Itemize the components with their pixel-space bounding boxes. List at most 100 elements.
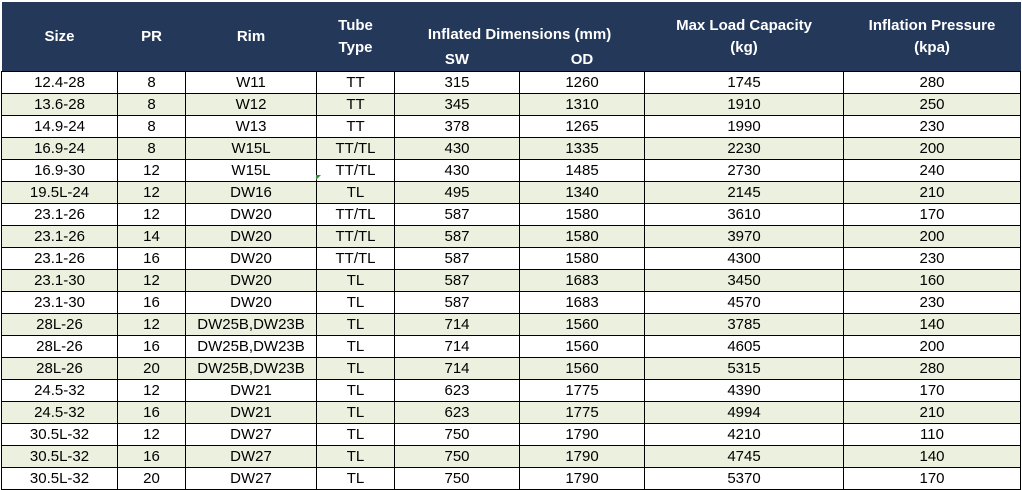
cell-inflation-pressure: 250 [843,93,1022,116]
cell-pr: 12 [117,159,186,182]
cell-pr: 8 [117,93,186,116]
cell-size: 19.5L-24 [1,181,118,204]
table-row: 13.6-28 8 W12 TT 345 1310 1910 250 [1,93,1022,116]
cell-inflation-pressure: 240 [843,159,1022,182]
cell-max-load: 4745 [644,445,845,468]
cell-max-load: 4605 [644,335,845,358]
cell-tube-type: TL [316,467,395,490]
cell-max-load: 2230 [644,137,845,160]
cell-tube-type: TT [316,71,395,94]
cell-rim: DW27 [185,467,317,490]
table-row: 28L-26 12 DW25B,DW23B TL 714 1560 3785 140 [1,313,1022,336]
header-od: OD [519,45,645,72]
cell-pr: 12 [117,269,186,292]
table-row: 24.5-32 16 DW21 TL 623 1775 4994 210 [1,401,1022,424]
cell-tube-type: TT/TL [316,247,395,270]
header-inflation-line1: Inflation Pressure [868,16,996,34]
cell-max-load: 3785 [644,313,845,336]
cell-rim: DW20 [185,269,317,292]
table-header: Size PR Rim Tube Type Inflated Dimension… [1,2,1021,72]
header-rim: Rim [185,2,317,72]
cell-size: 23.1-26 [1,247,118,270]
cell-od: 1775 [518,401,646,424]
cell-size: 12.4-28 [1,71,118,94]
cell-max-load: 3610 [644,203,845,226]
cell-size: 30.5L-32 [1,467,118,490]
cell-tube-type: TL [316,445,395,468]
cell-size: 28L-26 [1,357,118,380]
cell-size: 23.1-26 [1,225,118,248]
cell-tube-type: TT [316,93,395,116]
cell-inflation-pressure: 210 [843,401,1022,424]
cell-inflation-pressure: 170 [843,203,1022,226]
cell-od: 1580 [518,247,646,270]
cell-od: 1310 [518,93,646,116]
cell-rim: DW20 [185,203,317,226]
cell-rim: W11 [185,71,317,94]
cell-sw: 587 [394,203,520,226]
cell-size: 28L-26 [1,335,118,358]
cell-inflation-pressure: 170 [843,467,1022,490]
cell-sw: 714 [394,335,520,358]
cell-pr: 16 [117,401,186,424]
table-row: 14.9-24 8 W13 TT 378 1265 1990 230 [1,115,1022,138]
header-max-load: Max Load Capacity (kg) [644,2,844,72]
cell-max-load: 4390 [644,379,845,402]
cell-od: 1790 [518,467,646,490]
header-tube-type-line2: Type [338,38,373,56]
header-inflation-line2: (kpa) [914,38,950,56]
cell-rim: W13 [185,115,317,138]
cell-od: 1265 [518,115,646,138]
cell-inflation-pressure: 210 [843,181,1022,204]
cell-pr: 16 [117,445,186,468]
cell-sw: 750 [394,445,520,468]
cell-inflation-pressure: 230 [843,115,1022,138]
cell-od: 1683 [518,269,646,292]
cell-tube-type: TL [316,181,395,204]
cell-max-load: 3970 [644,225,845,248]
cell-tube-type: TL [316,335,395,358]
cell-size: 16.9-30 [1,159,118,182]
cell-sw: 430 [394,137,520,160]
cell-rim: W15L [185,137,317,160]
cell-sw: 623 [394,401,520,424]
cell-rim: DW25B,DW23B [185,313,317,336]
cell-pr: 8 [117,71,186,94]
cell-inflation-pressure: 230 [843,247,1022,270]
cell-tube-type: TL [316,357,395,380]
table-row: 16.9-30 12 W15L TT/TL 430 1485 2730 240 [1,159,1022,182]
cell-od: 1790 [518,423,646,446]
header-tube-type-line1: Tube [338,16,373,34]
cell-pr: 20 [117,467,186,490]
table-body: 12.4-28 8 W11 TT 315 1260 1745 280 13.6-28 8 W12 TT… [1,71,1022,490]
cell-max-load: 2145 [644,181,845,204]
cell-tube-type: TT/TL [316,225,395,248]
cell-tube-type: TL [316,379,395,402]
cell-max-load: 3450 [644,269,845,292]
cell-size: 30.5L-32 [1,445,118,468]
table-row: 23.1-30 16 DW20 TL 587 1683 4570 230 [1,291,1022,314]
table-row: 28L-26 16 DW25B,DW23B TL 714 1560 4605 200 [1,335,1022,358]
cell-rim: DW20 [185,247,317,270]
cell-max-load: 4994 [644,401,845,424]
cell-sw: 587 [394,247,520,270]
cell-od: 1260 [518,71,646,94]
cell-size: 24.5-32 [1,401,118,424]
cell-max-load: 4300 [644,247,845,270]
cell-pr: 12 [117,423,186,446]
cell-pr: 16 [117,335,186,358]
cell-rim: DW21 [185,401,317,424]
cell-od: 1560 [518,357,646,380]
cell-tube-type: TL [316,401,395,424]
cell-rim: DW21 [185,379,317,402]
cell-rim: DW25B,DW23B [185,335,317,358]
header-inflation-pressure: Inflation Pressure (kpa) [843,2,1021,72]
table-row: 23.1-26 16 DW20 TT/TL 587 1580 4300 230 [1,247,1022,270]
header-sw: SW [394,45,520,72]
cell-rim: DW20 [185,291,317,314]
cell-sw: 378 [394,115,520,138]
cell-rim: DW25B,DW23B [185,357,317,380]
cell-tube-type: TT/TL [316,159,395,182]
cell-size: 28L-26 [1,313,118,336]
